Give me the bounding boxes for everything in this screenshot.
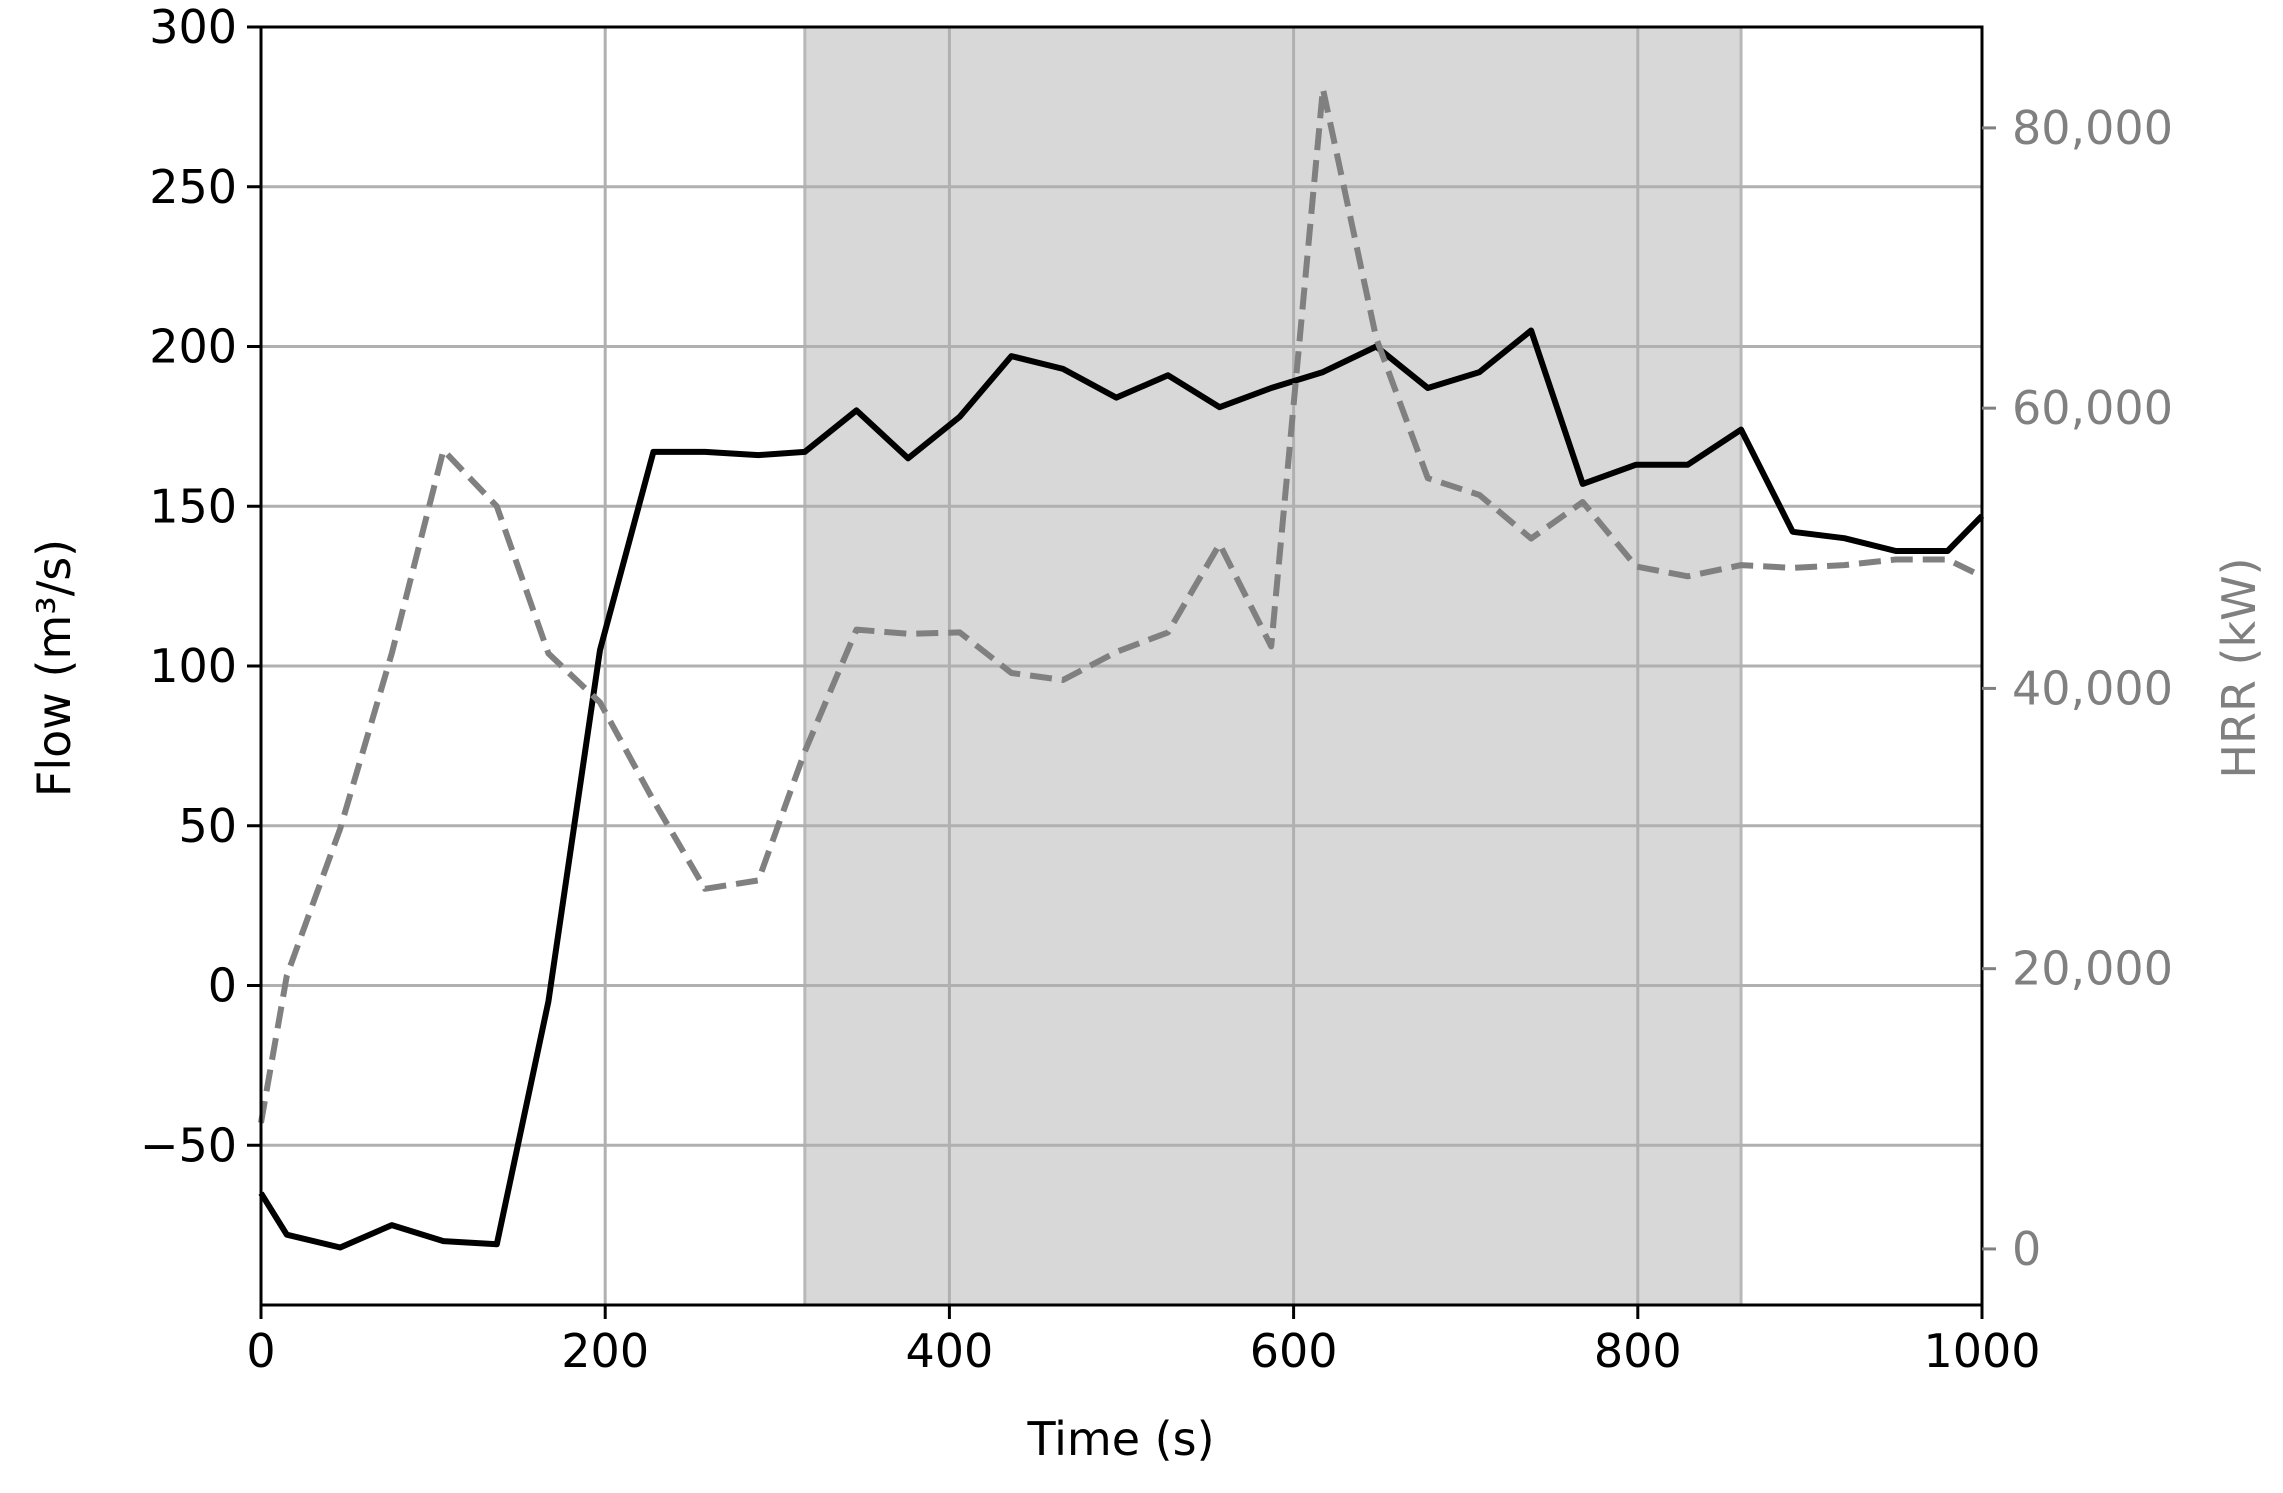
y2-tick-label: 60,000	[2012, 381, 2173, 435]
flow-series-line	[258, 327, 1985, 1251]
x-tick-label: 200	[561, 1324, 649, 1378]
x-axis-label: Time (s)	[1026, 1412, 1214, 1466]
y-tick-label: 150	[149, 479, 237, 533]
y-tick-label: 100	[149, 639, 237, 693]
y-tick-label: 200	[149, 320, 237, 374]
y-tick-label: 300	[149, 0, 237, 54]
y2-tick-label: 80,000	[2012, 101, 2173, 155]
y2-tick-label: 40,000	[2012, 661, 2173, 715]
y-tick-label: −50	[140, 1118, 237, 1172]
x-tick-label: 400	[905, 1324, 993, 1378]
y2-axis-label: HRR (kW)	[2212, 557, 2266, 778]
y-tick-label: 0	[208, 959, 237, 1013]
y2-tick-label: 0	[2012, 1222, 2041, 1276]
y-tick-label: 250	[149, 160, 237, 214]
x-tick-label: 1000	[1923, 1324, 2040, 1378]
x-tick-label: 0	[246, 1324, 275, 1378]
y-tick-label: 50	[178, 799, 237, 853]
y2-tick-label: 20,000	[2012, 942, 2173, 996]
y-axis-label: Flow (m³/s)	[27, 539, 81, 797]
hrr-series-line	[258, 85, 1984, 1124]
x-tick-label: 800	[1594, 1324, 1682, 1378]
x-tick-label: 600	[1250, 1324, 1338, 1378]
